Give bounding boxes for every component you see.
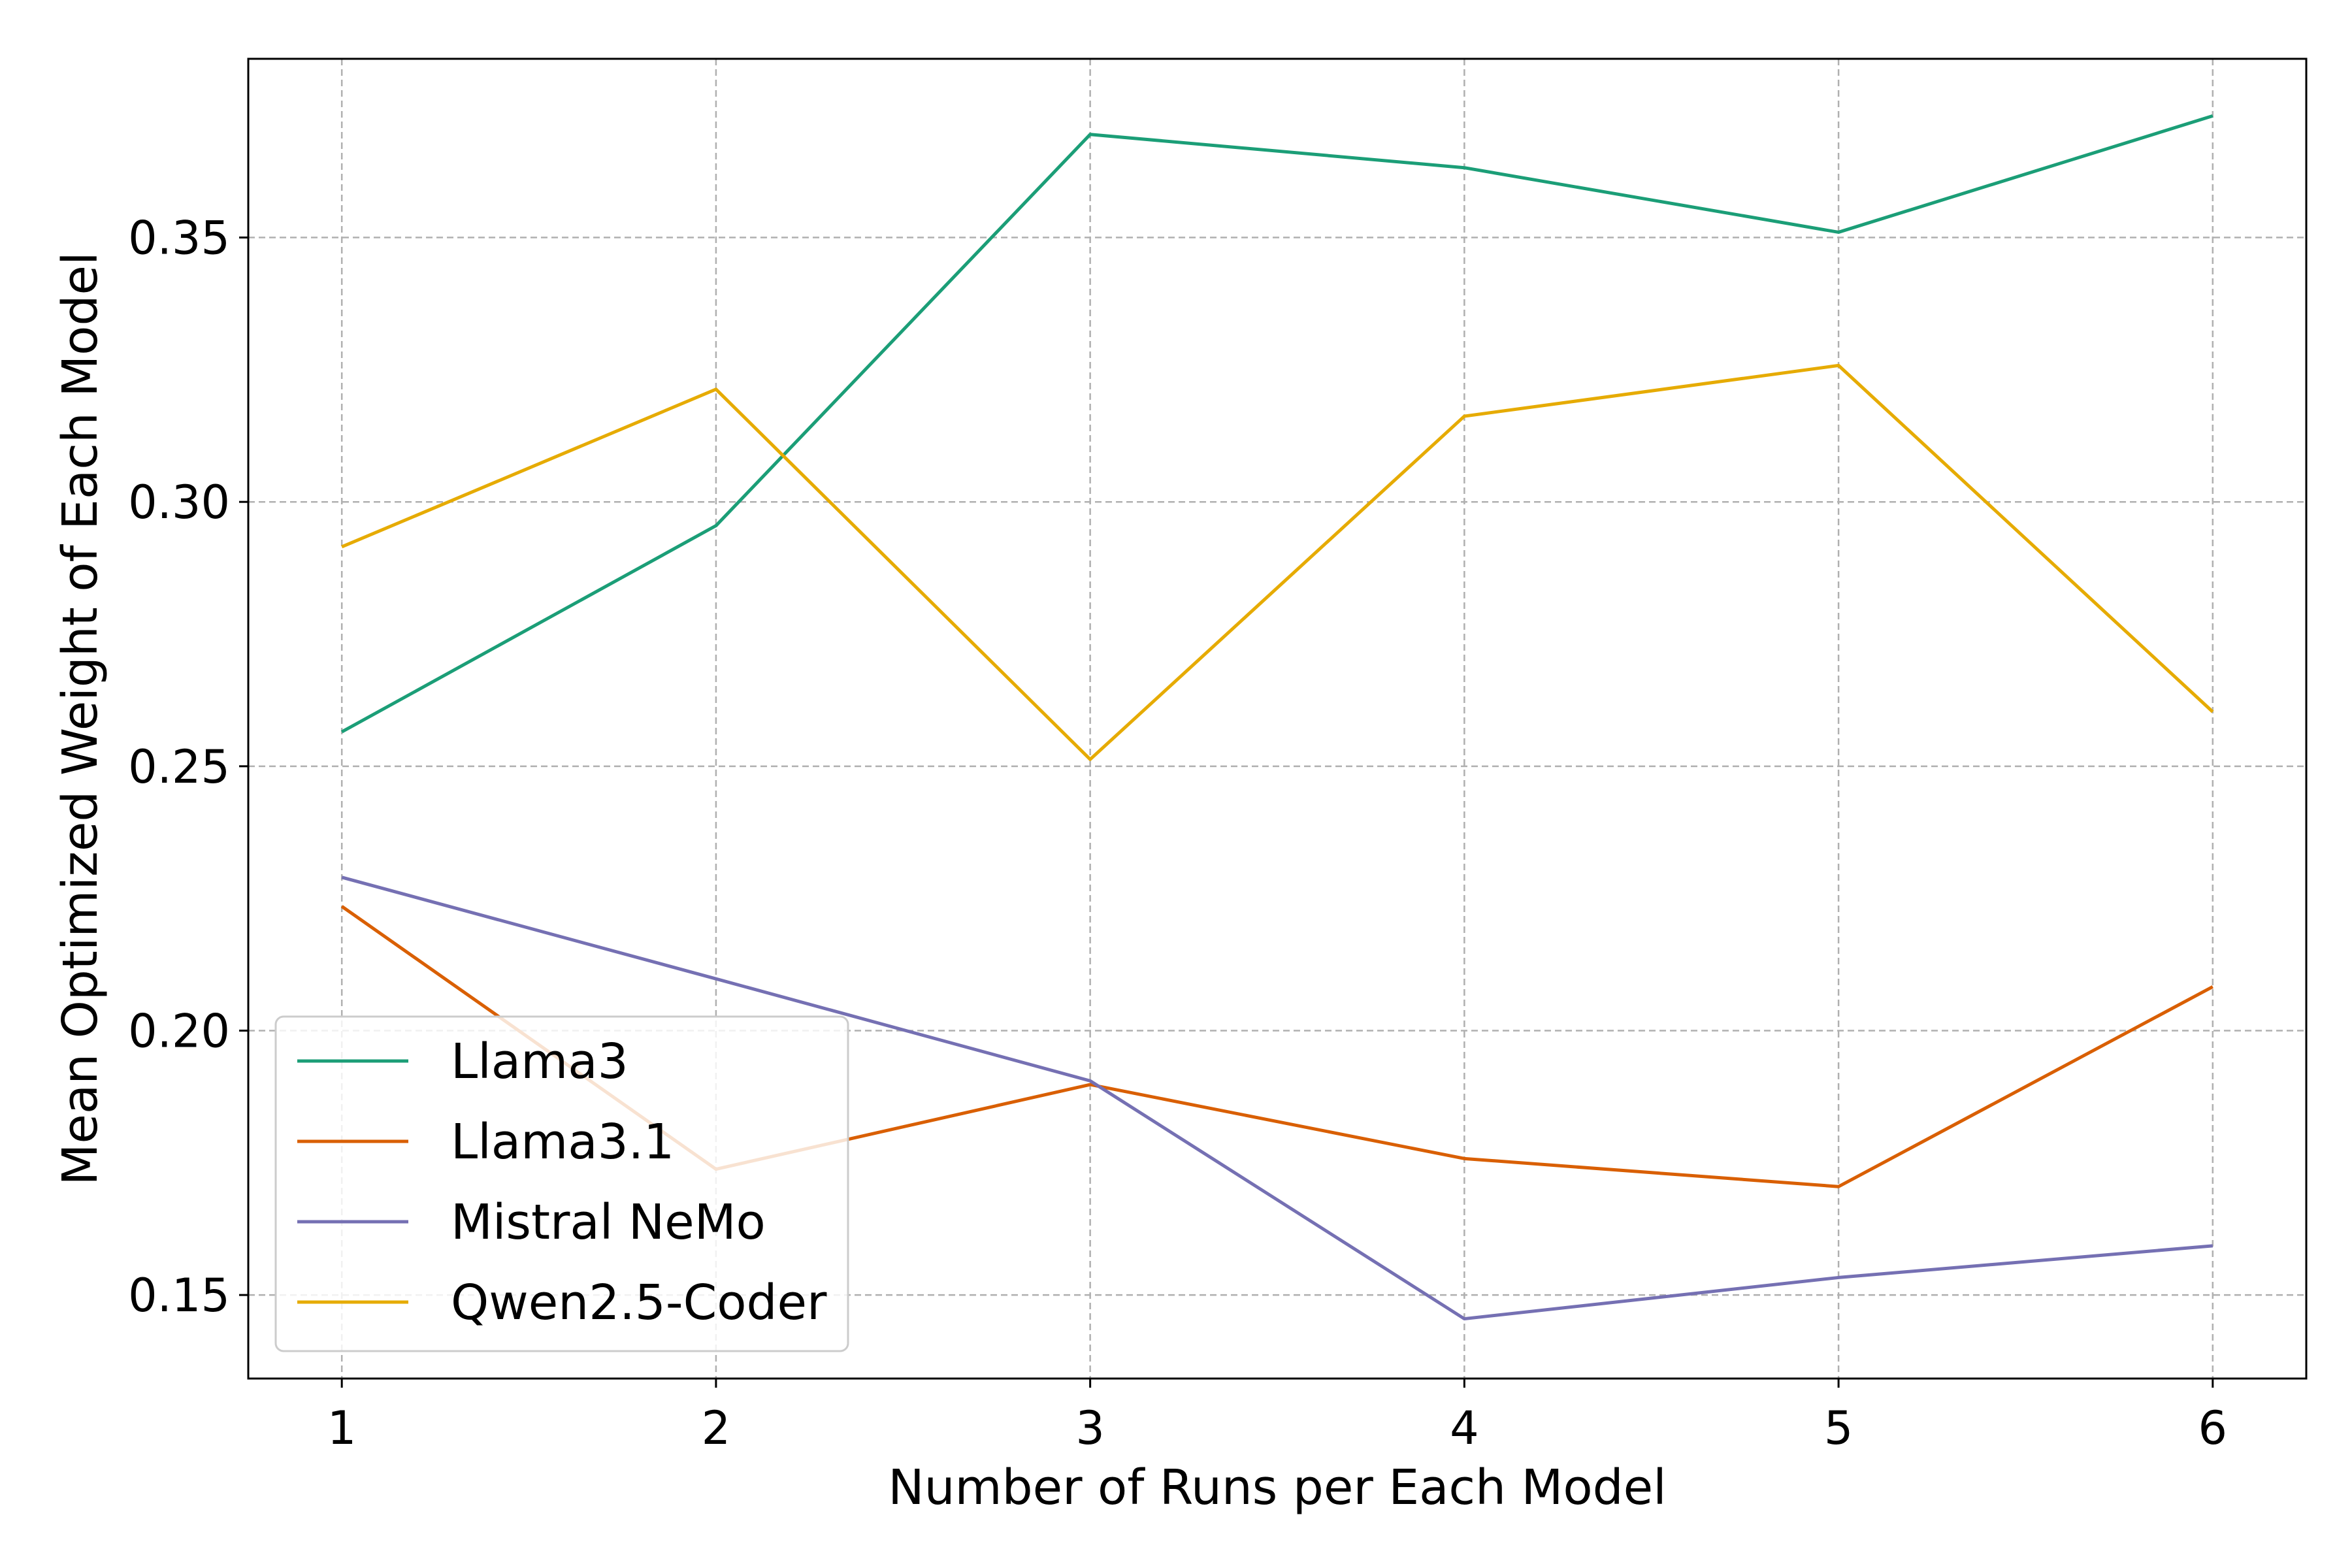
series-line-qwen2-5-coder <box>341 363 2214 761</box>
x-axis-ticks: 1 2 3 4 5 6 <box>327 1379 2227 1455</box>
plot-frame <box>247 57 2308 1380</box>
y-tick-label: 0.30 <box>128 476 230 529</box>
y-axis-label: Mean Optimized Weight of Each Model <box>52 252 108 1185</box>
legend-entries: Llama3 Llama3.1 Mistral NeMo Qwen2.5-Coder <box>297 1034 827 1331</box>
y-tick-label: 0.15 <box>128 1269 230 1322</box>
series-line-mistral-nemo <box>341 875 2213 1321</box>
series-line-llama3 <box>340 114 2213 734</box>
x-tick-label: 3 <box>1075 1401 1105 1455</box>
legend-box <box>274 1015 849 1352</box>
y-tick-label: 0.25 <box>128 740 230 794</box>
x-axis-label: Number of Runs per Each Model <box>888 1460 1666 1516</box>
legend-label-llama3-1: Llama3.1 <box>451 1114 674 1170</box>
x-tick-label: 1 <box>327 1401 357 1455</box>
y-tick-label: 0.20 <box>128 1004 230 1058</box>
legend-label-mistral-nemo: Mistral NeMo <box>451 1194 766 1250</box>
legend: Llama3 Llama3.1 Mistral NeMo Qwen2.5-Coder <box>274 1015 849 1352</box>
gridlines <box>248 59 2306 1379</box>
y-tick-label: 0.35 <box>128 212 230 265</box>
x-tick-label: 4 <box>1450 1401 1479 1455</box>
x-tick-label: 2 <box>702 1401 731 1455</box>
x-tick-label: 5 <box>1824 1401 1854 1455</box>
legend-label-qwen2-5-coder: Qwen2.5-Coder <box>451 1275 827 1331</box>
y-axis-ticks: 0.15 0.20 0.25 0.30 0.35 <box>128 212 248 1322</box>
x-tick-label: 6 <box>2198 1401 2228 1455</box>
legend-label-llama3: Llama3 <box>451 1034 629 1090</box>
